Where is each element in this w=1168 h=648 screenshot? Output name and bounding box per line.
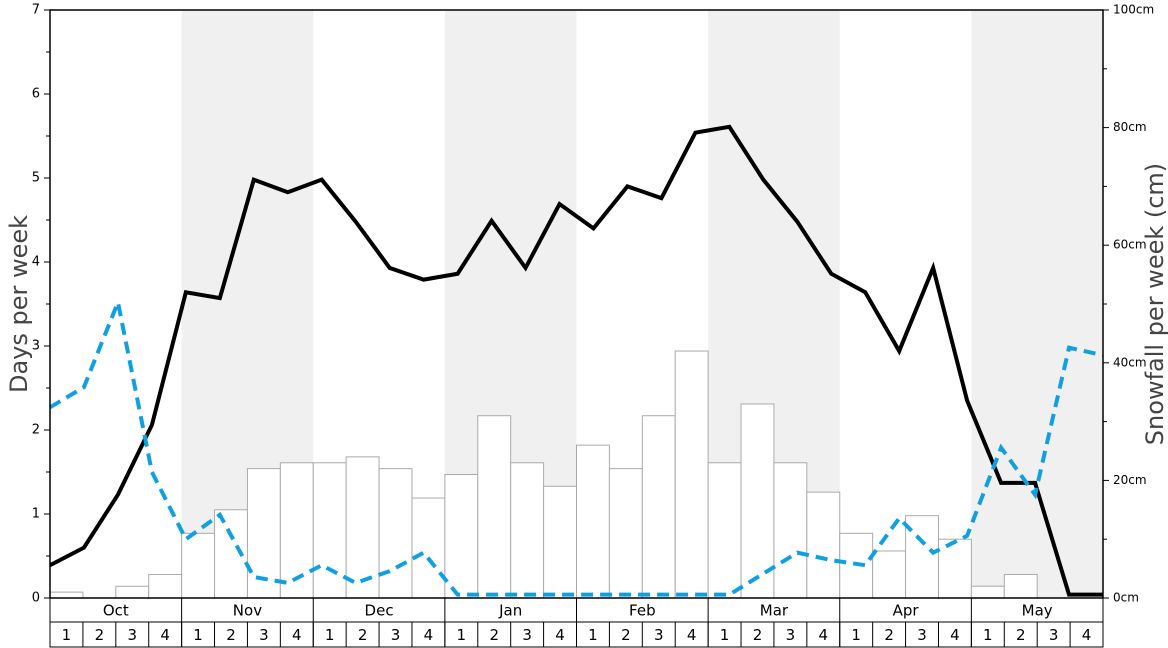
month-label: Apr bbox=[893, 602, 920, 620]
week-label: 4 bbox=[292, 626, 302, 644]
week-label: 1 bbox=[720, 626, 730, 644]
y2-tick-label: 60cm bbox=[1113, 238, 1147, 252]
bar bbox=[115, 585, 150, 599]
y-tick-label: 6 bbox=[32, 87, 40, 102]
week-label: 3 bbox=[1049, 626, 1059, 644]
week-label: 3 bbox=[259, 626, 269, 644]
bar bbox=[707, 462, 742, 599]
week-label: 1 bbox=[983, 626, 993, 644]
bar bbox=[181, 532, 216, 599]
week-label: 4 bbox=[555, 626, 565, 644]
bar bbox=[872, 550, 907, 599]
week-label: 1 bbox=[325, 626, 335, 644]
bar bbox=[477, 415, 512, 599]
month-label: Mar bbox=[760, 602, 789, 620]
bar bbox=[312, 462, 347, 599]
y2-tick-label: 20cm bbox=[1113, 473, 1147, 487]
bar bbox=[1003, 573, 1038, 599]
week-label: 3 bbox=[786, 626, 796, 644]
bar bbox=[148, 573, 183, 599]
y-tick-label: 5 bbox=[32, 171, 40, 186]
bar bbox=[576, 444, 610, 599]
week-label: 1 bbox=[193, 626, 203, 644]
week-label: 2 bbox=[1016, 626, 1026, 644]
week-label: 2 bbox=[95, 626, 105, 644]
week-label: 2 bbox=[621, 626, 631, 644]
y2-tick-label: 40cm bbox=[1113, 355, 1147, 369]
y2-tick-label: 0cm bbox=[1113, 591, 1139, 605]
bar bbox=[246, 468, 281, 599]
y-tick-label: 1 bbox=[32, 507, 40, 522]
y-tick-label: 3 bbox=[32, 339, 40, 354]
week-label: 2 bbox=[358, 626, 368, 644]
week-label: 2 bbox=[884, 626, 894, 644]
bar bbox=[543, 485, 577, 599]
bar bbox=[773, 462, 808, 599]
bar bbox=[345, 456, 380, 599]
bar bbox=[279, 462, 314, 599]
week-label: 3 bbox=[127, 626, 137, 644]
bar bbox=[444, 474, 479, 599]
week-label: 3 bbox=[522, 626, 532, 644]
week-label: 1 bbox=[457, 626, 467, 644]
bar bbox=[510, 462, 545, 599]
bar bbox=[641, 415, 676, 599]
month-label: Feb bbox=[629, 602, 656, 620]
week-label: 4 bbox=[687, 626, 697, 644]
y-tick-label: 2 bbox=[32, 423, 40, 438]
bar bbox=[49, 591, 84, 599]
week-label: 4 bbox=[160, 626, 170, 644]
y-axis-title: Days per week bbox=[5, 215, 33, 393]
week-label: 1 bbox=[588, 626, 598, 644]
bar bbox=[608, 468, 643, 599]
bar bbox=[970, 585, 1005, 599]
bar bbox=[674, 350, 709, 599]
bar bbox=[378, 468, 413, 599]
y2-tick-label: 100cm bbox=[1113, 3, 1154, 17]
week-label: 4 bbox=[1082, 626, 1092, 644]
bar bbox=[937, 538, 972, 599]
y-tick-label: 0 bbox=[32, 591, 40, 606]
bar bbox=[806, 491, 841, 599]
y-tick-label: 4 bbox=[32, 255, 40, 270]
month-shade bbox=[971, 10, 1103, 598]
week-label: 3 bbox=[391, 626, 401, 644]
y2-axis-title: Snowfall per week (cm) bbox=[1141, 163, 1168, 445]
month-label: May bbox=[1022, 602, 1053, 620]
line-series bbox=[49, 124, 1103, 597]
y-tick-label: 7 bbox=[32, 3, 40, 18]
week-label: 4 bbox=[950, 626, 960, 644]
bar bbox=[411, 497, 446, 599]
month-label: Nov bbox=[233, 602, 262, 620]
month-label: Dec bbox=[365, 602, 394, 620]
week-label: 2 bbox=[489, 626, 499, 644]
week-label: 4 bbox=[424, 626, 434, 644]
week-label: 1 bbox=[62, 626, 72, 644]
week-label: 3 bbox=[917, 626, 927, 644]
month-label: Jan bbox=[498, 602, 522, 620]
week-label: 2 bbox=[753, 626, 763, 644]
week-label: 2 bbox=[226, 626, 236, 644]
week-label: 1 bbox=[851, 626, 861, 644]
week-label: 3 bbox=[654, 626, 664, 644]
week-label: 4 bbox=[819, 626, 829, 644]
month-label: Oct bbox=[103, 602, 129, 620]
y2-tick-label: 80cm bbox=[1113, 120, 1147, 134]
